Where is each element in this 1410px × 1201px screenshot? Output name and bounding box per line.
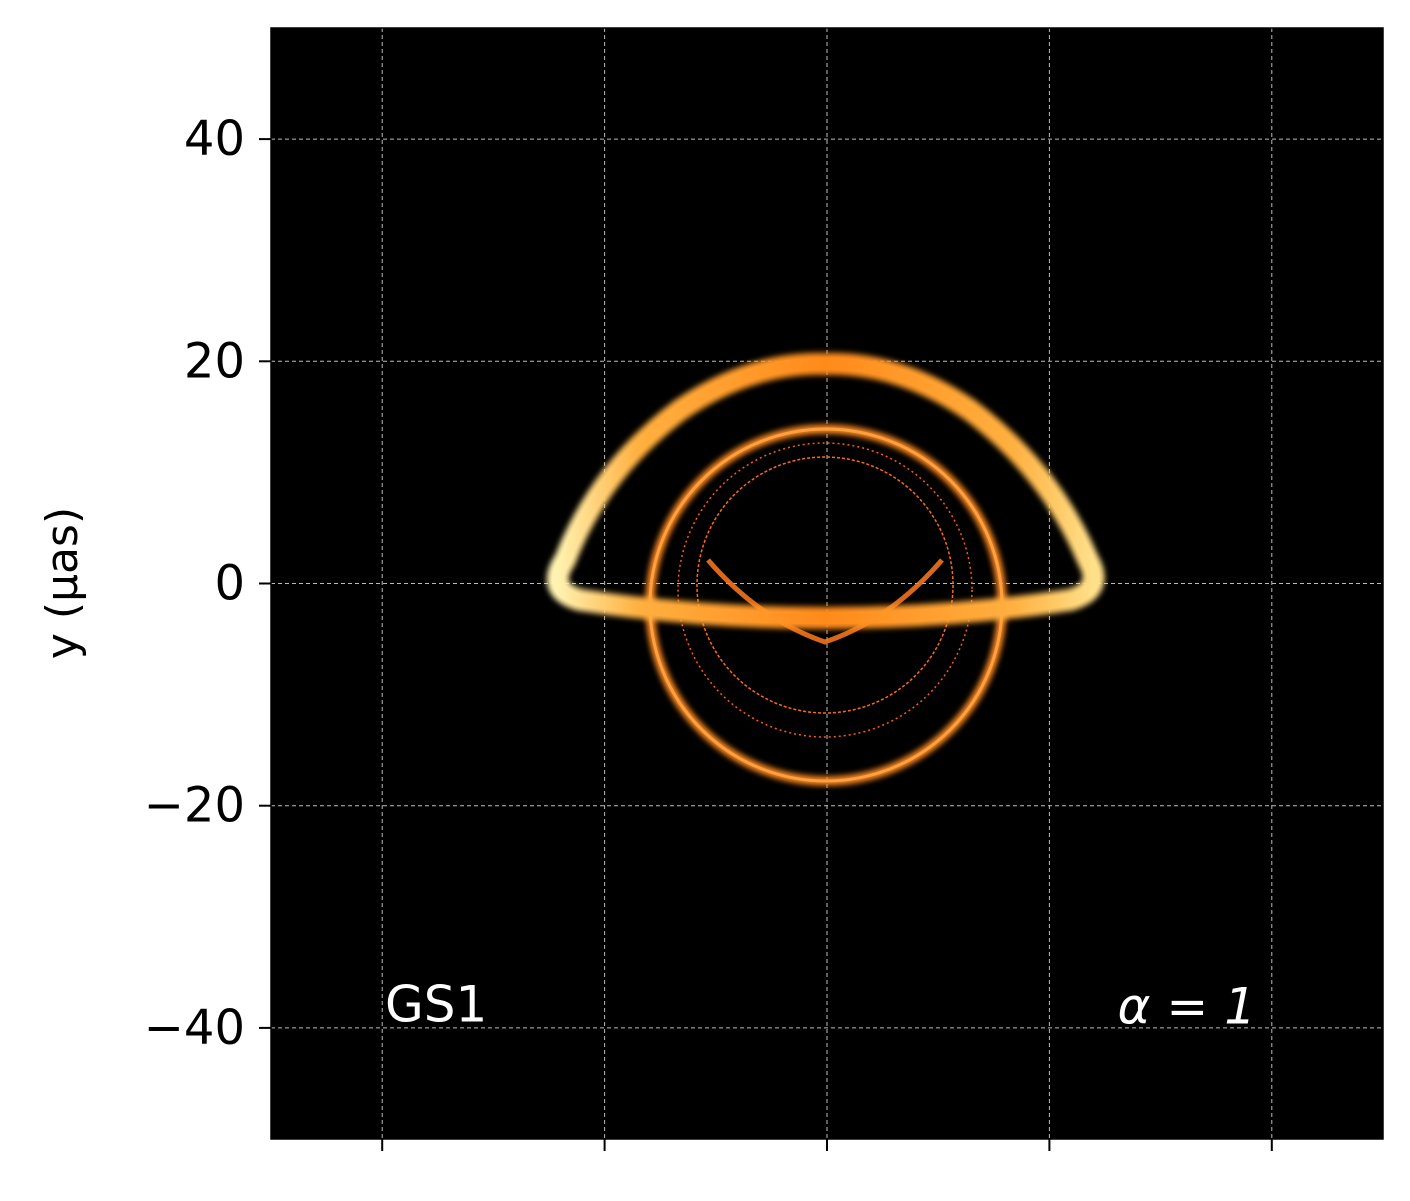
primary-ring — [551, 357, 1100, 625]
y-tick-label: 20 — [184, 333, 245, 389]
plot-frame — [270, 27, 1384, 1140]
ticks: −40 −20 0 20 40 — [144, 111, 1273, 1151]
black-hole-image — [546, 352, 1105, 786]
y-axis-label: y (μas) — [37, 507, 88, 659]
photon-ring — [696, 456, 954, 714]
y-tick-label: 0 — [214, 556, 245, 612]
grid — [271, 28, 1383, 1139]
y-tick-label: −40 — [144, 1000, 245, 1056]
y-tick-label: 40 — [184, 111, 245, 167]
inner-cusp — [706, 558, 944, 645]
photon-ring — [677, 442, 973, 738]
y-tick-label: −20 — [144, 778, 245, 834]
annotation: GS1 — [385, 976, 487, 1034]
annotation: α = 1 — [1118, 978, 1256, 1036]
